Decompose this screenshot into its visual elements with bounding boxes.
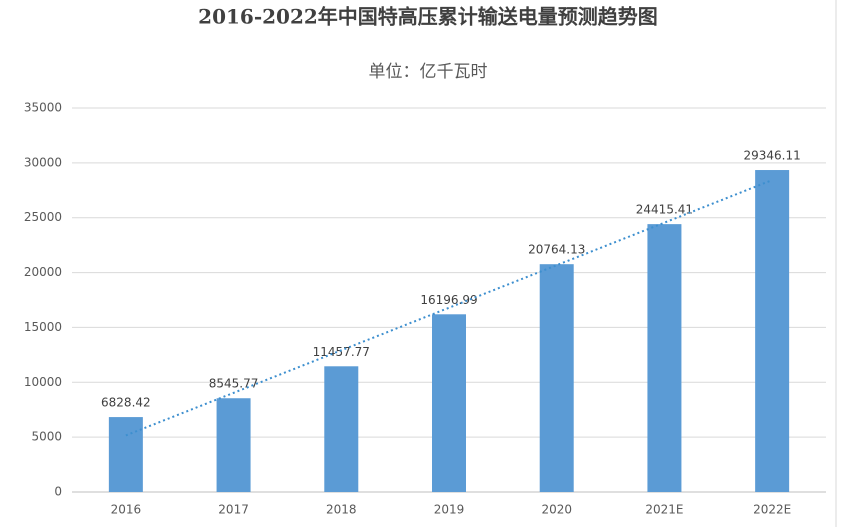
x-tick-label: 2021E [645, 503, 683, 517]
bar [755, 170, 790, 492]
chart-subtitle: 单位：亿千瓦时 [369, 62, 488, 82]
value-label: 29346.11 [744, 149, 801, 163]
y-tick-label: 5000 [31, 430, 62, 444]
y-tick-label: 10000 [24, 375, 62, 389]
bar [108, 417, 143, 492]
y-tick-label: 20000 [24, 265, 62, 279]
y-tick-label: 35000 [24, 101, 62, 115]
value-label: 11457.77 [313, 345, 370, 359]
bar [216, 398, 251, 492]
x-tick-label: 2016 [111, 503, 142, 517]
value-label: 24415.41 [636, 203, 693, 217]
y-tick-label: 0 [54, 485, 62, 499]
bar [647, 224, 682, 493]
x-tick-label: 2018 [326, 503, 357, 517]
value-label: 16196.99 [420, 293, 477, 307]
x-tick-label: 2019 [434, 503, 465, 517]
y-tick-label: 30000 [24, 155, 62, 169]
value-label: 8545.77 [209, 377, 259, 391]
bar [432, 314, 466, 492]
chart-title: 2016-2022年中国特高压累计输送电量预测趋势图 [198, 5, 658, 29]
y-tick-label: 25000 [24, 210, 62, 224]
value-label: 20764.13 [528, 243, 585, 257]
x-tick-label: 2017 [218, 503, 249, 517]
y-tick-label: 15000 [24, 320, 62, 334]
x-tick-label: 2020 [541, 503, 572, 517]
bar [539, 264, 574, 492]
x-tick-label: 2022E [753, 503, 791, 517]
bar [324, 366, 359, 492]
value-label: 6828.42 [101, 396, 151, 410]
trendline [125, 179, 773, 437]
